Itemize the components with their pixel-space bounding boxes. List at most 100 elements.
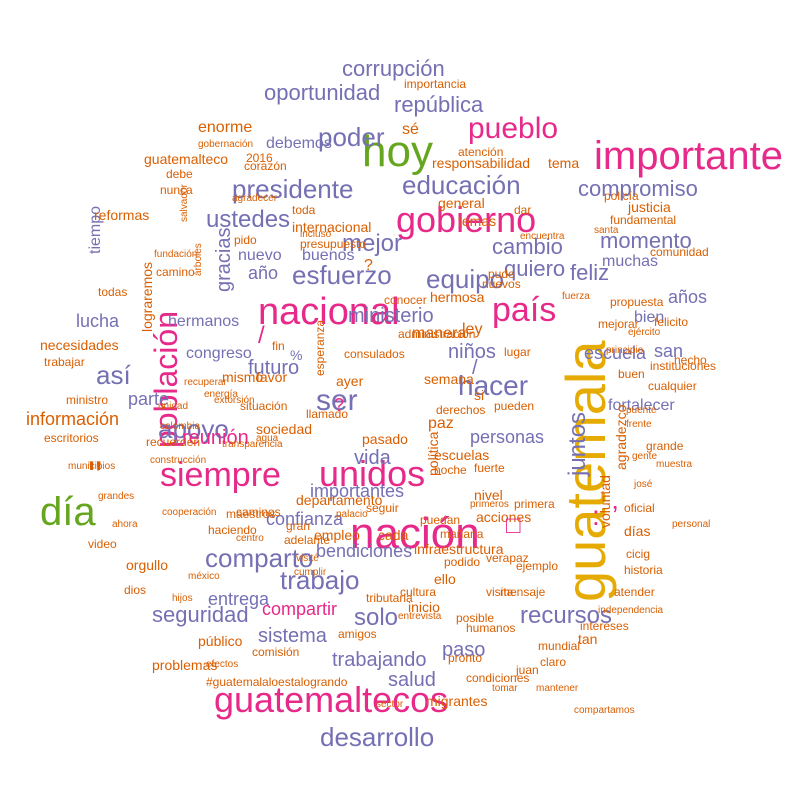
word-republica: república xyxy=(394,92,484,117)
word-hijos: hijos xyxy=(172,593,193,604)
word-sociedad: sociedad xyxy=(256,421,313,437)
word-general: general xyxy=(438,195,485,211)
word-si: si xyxy=(474,387,485,403)
word-hashtag: #guatemalaloestalogrando xyxy=(206,675,348,689)
word-gobierno: gobierno xyxy=(396,199,537,240)
word-personas: personas xyxy=(470,427,545,447)
word-claro: claro xyxy=(540,655,567,669)
word-publico: público xyxy=(198,633,243,649)
word-empleo: empleo xyxy=(314,527,360,543)
word-independencia: independencia xyxy=(598,605,664,616)
word-adelante: adelante xyxy=(284,533,331,547)
word-tomar: tomar xyxy=(492,683,518,694)
word-conocer: conocer xyxy=(384,293,427,307)
word-grandes: grandes xyxy=(98,491,135,502)
word-cicig: cicig xyxy=(626,547,651,561)
word-efectos: efectos xyxy=(206,659,239,670)
word-cooperacion: cooperación xyxy=(162,507,217,518)
word-educacion: educación xyxy=(402,170,521,200)
word-corrupcion: corrupción xyxy=(342,56,445,81)
word-pais: país xyxy=(492,291,557,329)
word-dia: día xyxy=(40,490,96,534)
word-compromiso: compromiso xyxy=(578,176,698,201)
word-camino: camino xyxy=(156,265,195,279)
word-presidente: presidente xyxy=(232,174,354,204)
word-encuentra: encuentra xyxy=(520,231,565,242)
word-escritorios: escritorios xyxy=(44,431,99,445)
word-podido: podido xyxy=(444,555,481,569)
word-mejor: mejor xyxy=(342,230,403,257)
word-temas: temas xyxy=(458,213,497,229)
word-seguir: seguir xyxy=(366,501,399,515)
word-hecho: hecho xyxy=(674,353,707,367)
word-visite: visité xyxy=(296,553,319,564)
word-unidad: unidad xyxy=(158,401,189,412)
word-trabajando: trabajando xyxy=(332,649,427,671)
word-2016: 2016 xyxy=(246,151,273,165)
word-necesidades: necesidades xyxy=(40,337,119,353)
word-asi: así xyxy=(96,360,131,390)
word-colombia: colombia xyxy=(160,421,201,432)
word-nacion: nación xyxy=(350,509,480,558)
word-fundamental: fundamental xyxy=(610,213,677,227)
word-cumplir: cumplir xyxy=(294,567,327,578)
word-primera: primera xyxy=(514,497,555,511)
word-noche: noche xyxy=(434,463,467,477)
word-gente: gente xyxy=(632,451,658,462)
word-poder: poder xyxy=(318,122,385,152)
word-fortalecer: fortalecer xyxy=(608,397,675,414)
word-policia: policía xyxy=(604,189,639,203)
word-santa: santa xyxy=(594,225,619,236)
word-nuevos: nuevos xyxy=(482,277,521,291)
word-informacion: información xyxy=(26,409,120,429)
word-muchas: muchas xyxy=(602,253,659,270)
word-recuperar: recuperar xyxy=(184,377,227,388)
word-hermosa: hermosa xyxy=(430,289,485,305)
word-construccion: construcción xyxy=(150,455,207,466)
word-debemos: debemos xyxy=(266,135,332,152)
word-incluso: incluso xyxy=(300,229,332,240)
word-cultura: cultura xyxy=(400,585,437,599)
word-se: sé xyxy=(402,121,419,138)
word-agradecer: agradecer xyxy=(232,193,278,204)
word-llamado: llamado xyxy=(306,407,349,421)
word-nuevo: nuevo xyxy=(238,247,282,264)
word-humanos: humanos xyxy=(466,621,516,635)
word-feliz: feliz xyxy=(570,260,610,285)
word-puente: puente xyxy=(626,405,657,416)
word-esfuerzo: esfuerzo xyxy=(292,260,392,290)
word-semana: semana xyxy=(424,371,474,387)
word-ministerio: ministerio xyxy=(348,305,434,327)
word-consulados: consulados xyxy=(344,347,405,361)
word-oficial: oficial xyxy=(624,501,655,515)
word-entrega: entrega xyxy=(208,589,270,609)
word-muestra: muestra xyxy=(656,459,693,470)
word-favor: favor xyxy=(256,369,288,385)
word-momento: momento xyxy=(600,228,692,253)
word-juan: juan xyxy=(516,663,539,677)
word-ustedes: ustedes xyxy=(206,206,291,233)
word-tributaria: tributaria xyxy=(366,591,413,605)
word-reunion: reunión xyxy=(182,427,249,449)
word-puedan: puedan xyxy=(420,513,461,527)
word-manana: mañana xyxy=(440,527,484,541)
word-visita: visita xyxy=(486,585,514,599)
word-felicito: felicito xyxy=(654,315,689,329)
word-equipo: equipo xyxy=(426,264,505,294)
word-dios: dios xyxy=(124,583,147,597)
word-ello: ello xyxy=(434,571,456,587)
word-pido: pido xyxy=(234,233,257,247)
word-pronto: pronto xyxy=(448,651,483,665)
word-atencion: atención xyxy=(458,145,504,159)
word-fuerza: fuerza xyxy=(562,291,590,302)
word-siempre: siempre xyxy=(160,456,281,494)
word-situacion: situación xyxy=(240,399,288,413)
word-administracion: administración xyxy=(398,327,476,341)
word-presupuesto: presupuesto xyxy=(300,237,367,251)
word-nacional: nacional xyxy=(258,291,400,333)
word-salud: salud xyxy=(388,669,436,691)
word-lucha: lucha xyxy=(76,311,120,331)
word-transparencia: transparencia xyxy=(222,439,283,450)
word-ninos: niños xyxy=(448,341,496,363)
